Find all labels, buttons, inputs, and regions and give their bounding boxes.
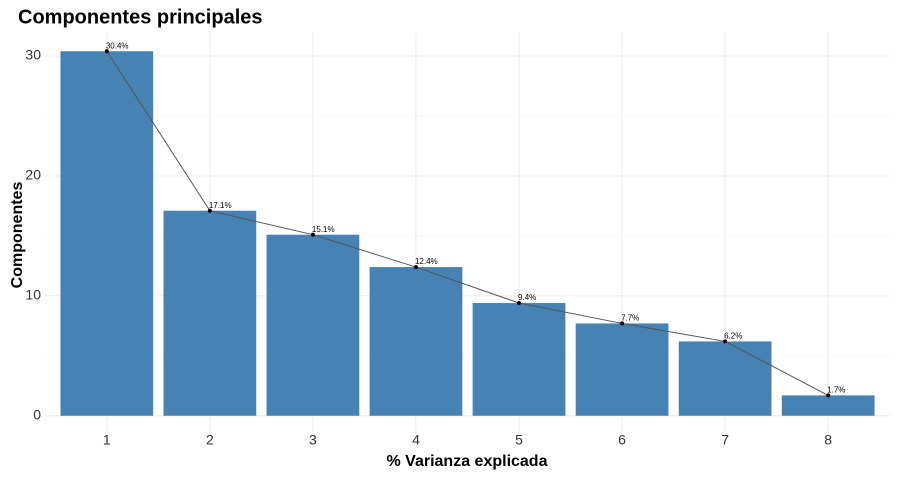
bar bbox=[678, 341, 772, 416]
value-label: 15.1% bbox=[312, 225, 335, 234]
value-label: 7.7% bbox=[621, 314, 639, 323]
value-label: 17.1% bbox=[209, 201, 232, 210]
point bbox=[620, 321, 625, 326]
bar bbox=[472, 303, 566, 416]
x-tick-label: 2 bbox=[206, 432, 214, 448]
trend-line bbox=[106, 50, 829, 396]
value-label: 1.7% bbox=[827, 385, 845, 394]
point bbox=[310, 232, 315, 237]
bar bbox=[60, 51, 154, 416]
bar bbox=[163, 210, 257, 416]
y-tick-label: 20 bbox=[25, 167, 41, 183]
bar bbox=[781, 395, 875, 416]
bar bbox=[575, 323, 669, 416]
x-tick-label: 7 bbox=[721, 432, 729, 448]
y-tick-label: 10 bbox=[25, 287, 41, 303]
x-tick-label: 8 bbox=[824, 432, 832, 448]
y-tick-label: 30 bbox=[25, 47, 41, 63]
value-label: 6.2% bbox=[724, 332, 742, 341]
x-tick-label: 4 bbox=[412, 432, 420, 448]
y-tick-label: 0 bbox=[33, 406, 41, 422]
bar bbox=[369, 267, 463, 416]
y-axis-title: Componentes bbox=[9, 182, 26, 289]
value-label: 9.4% bbox=[518, 293, 536, 302]
x-tick-label: 1 bbox=[103, 432, 111, 448]
x-axis-title: % Varianza explicada bbox=[387, 453, 548, 470]
point bbox=[826, 393, 831, 398]
bar bbox=[266, 234, 360, 416]
x-tick-label: 6 bbox=[618, 432, 626, 448]
value-label: 12.4% bbox=[415, 257, 438, 266]
point bbox=[723, 339, 728, 344]
x-tick-label: 5 bbox=[515, 432, 523, 448]
chart-title: Componentes principales bbox=[18, 6, 263, 28]
x-tick-label: 3 bbox=[309, 432, 317, 448]
point bbox=[207, 208, 212, 213]
value-label: 30.4% bbox=[106, 41, 129, 50]
point bbox=[413, 265, 418, 270]
point bbox=[104, 49, 109, 54]
point bbox=[517, 301, 522, 306]
